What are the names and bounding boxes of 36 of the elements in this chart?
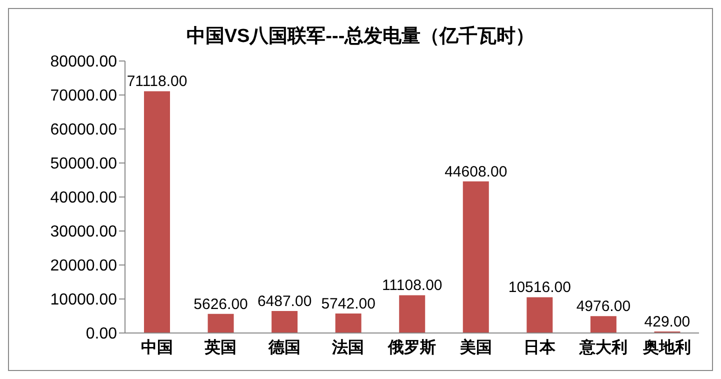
x-tick-label: 中国	[140, 338, 173, 356]
bar	[272, 310, 298, 333]
x-tick-label: 意大利	[578, 338, 628, 356]
data-label: 4976.00	[576, 298, 631, 316]
bar	[335, 313, 362, 333]
data-label: 5742.00	[321, 295, 376, 312]
y-tick-label: 40000.00	[50, 190, 118, 207]
data-label: 10516.00	[508, 279, 571, 296]
bar	[144, 91, 170, 333]
y-tick-label: 80000.00	[50, 54, 118, 71]
bar	[590, 316, 616, 333]
x-tick-label: 德国	[267, 338, 300, 356]
x-tick-label: 法国	[331, 338, 364, 356]
bar	[399, 295, 426, 333]
y-tick-label: 50000.00	[50, 156, 118, 173]
y-tick-label: 70000.00	[50, 88, 118, 105]
bar	[208, 314, 234, 333]
data-label: 11108.00	[382, 277, 442, 294]
data-label: 429.00	[644, 314, 690, 331]
x-tick-label: 奥地利	[642, 338, 692, 356]
data-label: 5626.00	[194, 296, 248, 313]
y-tick-label: 20000.00	[50, 258, 118, 275]
x-tick-label: 俄罗斯	[387, 338, 436, 356]
x-tick-label: 美国	[458, 337, 492, 356]
y-tick-label: 10000.00	[50, 292, 118, 309]
x-tick-label: 英国	[204, 338, 237, 356]
y-tick-label: 30000.00	[50, 224, 118, 241]
y-tick-label: 60000.00	[50, 122, 118, 139]
bar	[526, 297, 553, 333]
data-label: 44608.00	[444, 163, 508, 180]
chart-title: 中国VS八国联军---总发电量（亿千瓦时）	[185, 24, 536, 49]
y-tick-label: 0.00	[86, 326, 118, 343]
data-label: 6487.00	[257, 292, 312, 310]
data-label: 71118.00	[126, 73, 188, 90]
bar	[462, 181, 489, 333]
x-tick-label: 日本	[524, 338, 557, 356]
